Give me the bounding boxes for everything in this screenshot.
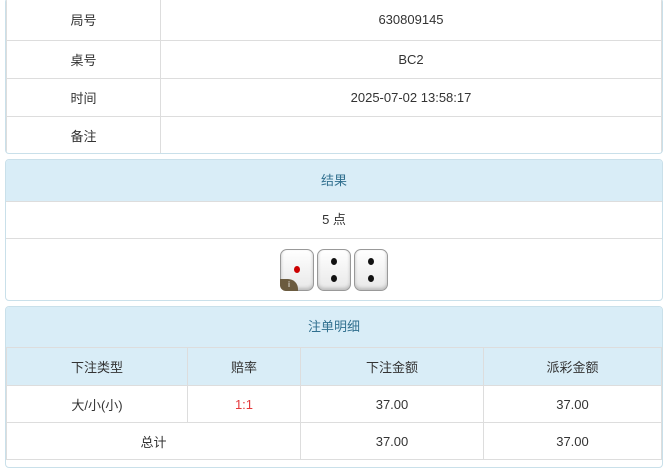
info-row-round: 局号 630809145 bbox=[6, 0, 662, 41]
total-row: 总计 37.00 37.00 bbox=[6, 422, 662, 460]
total-label: 总计 bbox=[6, 422, 301, 460]
info-row-remark: 备注 bbox=[6, 116, 662, 153]
label: 局号 bbox=[6, 0, 161, 41]
info-row-time: 时间 2025-07-02 13:58:17 bbox=[6, 78, 662, 117]
die-1-icon: i bbox=[280, 249, 314, 291]
value: 2025-07-02 13:58:17 bbox=[160, 78, 662, 117]
bet-amount: 37.00 bbox=[300, 385, 484, 423]
info-panel: 局号 630809145 桌号 BC2 时间 2025-07-02 13:58:17 … bbox=[5, 0, 663, 154]
result-panel: 结果 5 点 i bbox=[5, 159, 663, 301]
col-bet-type: 下注类型 bbox=[6, 347, 188, 386]
total-amount: 37.00 bbox=[300, 422, 484, 460]
info-row-table: 桌号 BC2 bbox=[6, 40, 662, 79]
value: 630809145 bbox=[160, 0, 662, 41]
die-2-icon bbox=[317, 249, 351, 291]
odds: 1:1 bbox=[187, 385, 301, 423]
value: BC2 bbox=[160, 40, 662, 79]
info-icon[interactable]: i bbox=[280, 279, 298, 291]
label: 时间 bbox=[6, 78, 161, 117]
table-row: 大/小(小) 1:1 37.00 37.00 bbox=[6, 385, 662, 423]
result-points: 5 点 bbox=[6, 202, 662, 239]
col-bet-amount: 下注金额 bbox=[300, 347, 484, 386]
die-2-icon bbox=[354, 249, 388, 291]
col-odds: 赔率 bbox=[187, 347, 301, 386]
label: 备注 bbox=[6, 116, 161, 153]
total-payout: 37.00 bbox=[483, 422, 662, 460]
payout: 37.00 bbox=[483, 385, 662, 423]
bets-title: 注单明细 bbox=[6, 307, 662, 347]
value bbox=[160, 116, 662, 153]
dice-row: i bbox=[6, 239, 662, 300]
col-payout: 派彩金额 bbox=[483, 347, 662, 386]
column-headers: 下注类型 赔率 下注金额 派彩金额 bbox=[6, 347, 662, 386]
label: 桌号 bbox=[6, 40, 161, 79]
bets-panel: 注单明细 下注类型 赔率 下注金额 派彩金额 大/小(小) 1:1 37.00 … bbox=[5, 306, 663, 468]
result-title: 结果 bbox=[6, 160, 662, 202]
bet-type: 大/小(小) bbox=[6, 385, 188, 423]
